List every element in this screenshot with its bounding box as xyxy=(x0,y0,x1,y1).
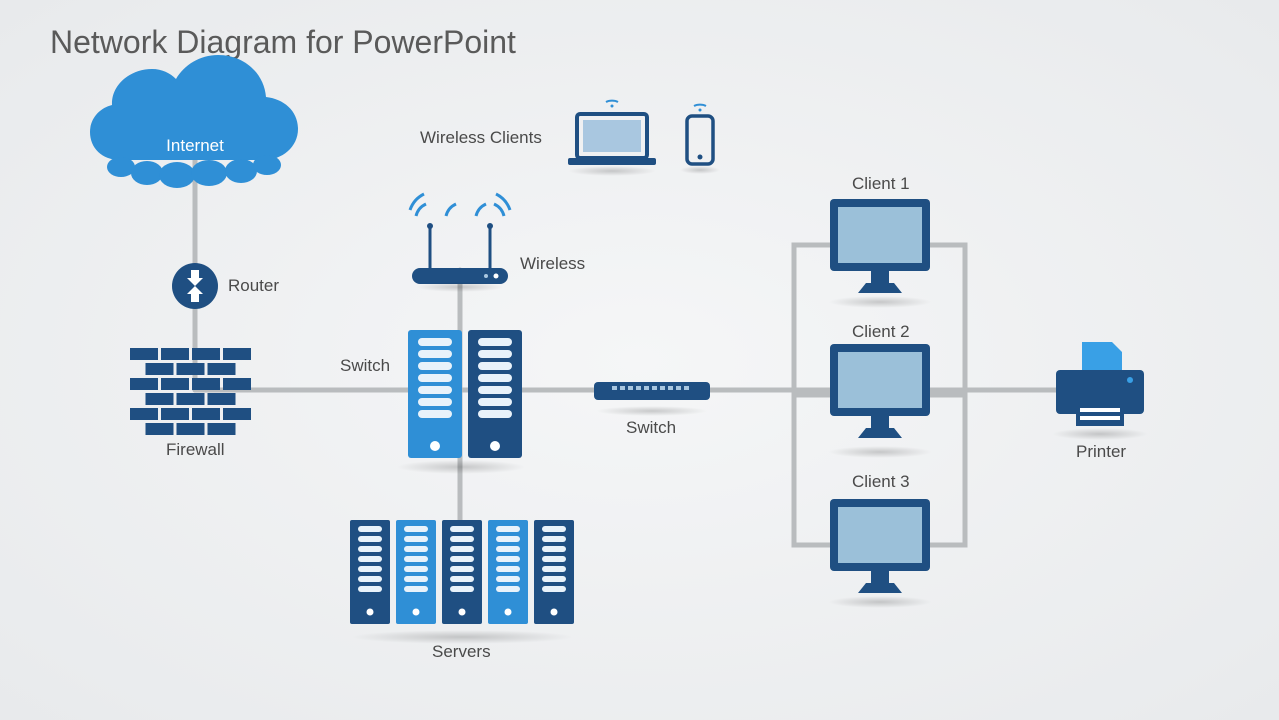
internet-label: Internet xyxy=(166,136,224,155)
wireless-label: Wireless xyxy=(520,254,585,274)
wireless-clients-label: Wireless Clients xyxy=(420,128,542,148)
router-icon xyxy=(172,263,218,309)
client-monitor-icon xyxy=(830,199,930,293)
client2-label: Client 2 xyxy=(852,322,910,342)
shadow xyxy=(396,460,526,474)
server-cluster-icon xyxy=(350,520,574,624)
firewall-label: Firewall xyxy=(166,440,225,460)
client-monitor-icon xyxy=(830,344,930,438)
shadow xyxy=(568,166,656,176)
client3-label: Client 3 xyxy=(852,472,910,492)
switch-icon xyxy=(594,382,710,400)
shadow xyxy=(828,596,932,608)
shadow xyxy=(416,282,504,292)
client1-label: Client 1 xyxy=(852,174,910,194)
internet-cloud-icon: Internet xyxy=(90,55,298,188)
shadow xyxy=(828,446,932,458)
servers-label: Servers xyxy=(432,642,491,662)
wireless-ap-icon xyxy=(410,194,510,284)
shadow xyxy=(680,166,720,174)
shadow xyxy=(1052,428,1148,440)
laptop-icon xyxy=(568,101,656,165)
router-label: Router xyxy=(228,276,279,296)
server-rack-icon xyxy=(408,330,522,458)
printer-icon xyxy=(1056,342,1144,426)
network-diagram: Internet xyxy=(0,0,1279,720)
shadow xyxy=(828,296,932,308)
shadow xyxy=(596,406,708,416)
client-monitor-icon xyxy=(830,499,930,593)
switch-right-label: Switch xyxy=(626,418,676,438)
phone-icon xyxy=(687,105,713,164)
switch-left-label: Switch xyxy=(340,356,390,376)
printer-label: Printer xyxy=(1076,442,1126,462)
